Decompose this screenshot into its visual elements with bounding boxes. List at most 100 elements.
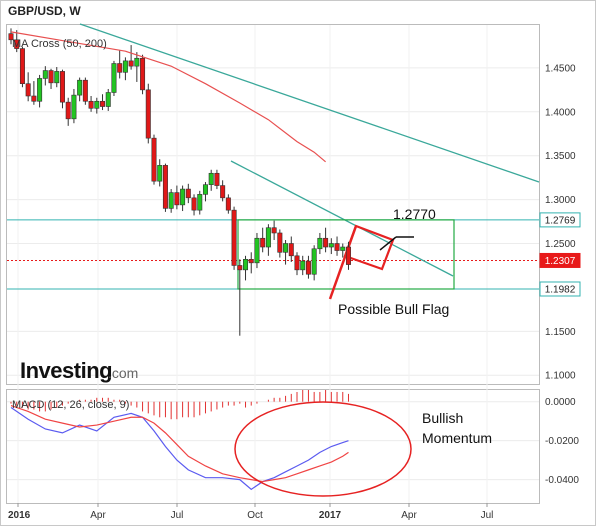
candle-body-down <box>345 246 351 265</box>
candle-body-down <box>237 265 243 271</box>
candle-body-up <box>37 78 43 102</box>
candle <box>197 190 203 215</box>
x-axis: 2016 Apr Jul Oct 2017 Apr Jul <box>8 503 493 521</box>
legend-ma-cross: MA Cross (50, 200) <box>12 38 107 50</box>
price-tag-upper: 1.2769 <box>539 212 581 228</box>
candle-body-up <box>300 260 306 271</box>
candle-body-up <box>105 92 111 107</box>
candle <box>277 229 283 258</box>
candle-body-down <box>48 70 54 84</box>
candle-body-up <box>283 243 289 253</box>
candle <box>65 97 71 126</box>
momentum-ellipse <box>234 401 412 497</box>
price-tag-label: 1.1982 <box>545 284 576 295</box>
trendline-short <box>230 160 454 277</box>
price-tag-current: 1.2307 <box>539 252 581 268</box>
price-tick-label: 1.3000 <box>545 195 576 206</box>
candle-body-up <box>54 71 60 84</box>
candle-body-up <box>168 192 174 209</box>
investing-logo: Investing .com <box>20 358 138 383</box>
candle <box>77 77 83 102</box>
candle-body-down <box>145 89 151 139</box>
candle <box>180 185 186 212</box>
price-tags: 1.2769 1.2307 1.1982 <box>539 212 581 297</box>
candle <box>94 97 100 114</box>
candle <box>140 54 146 95</box>
candle-body-down <box>162 165 168 209</box>
candle <box>300 255 306 276</box>
candle-body-down <box>277 232 283 253</box>
candle-body-down <box>59 71 65 103</box>
candle <box>265 224 271 256</box>
candle <box>237 259 243 336</box>
macd-y-axis: 0.0000 -0.0200 -0.0400 <box>545 397 579 486</box>
candle <box>37 74 43 108</box>
bullish-momentum-line1: Bullish <box>422 410 463 426</box>
macd-tick-label: -0.0400 <box>545 475 579 486</box>
candle <box>162 163 168 212</box>
candle <box>100 94 106 111</box>
candle-body-up <box>111 63 117 93</box>
price-tick-label: 1.4500 <box>545 63 576 74</box>
candle-body-down <box>14 39 20 49</box>
candle <box>340 243 346 258</box>
chart-title: GBP/USD, W <box>8 4 81 18</box>
candle <box>334 236 340 256</box>
candle-body-down <box>82 79 88 102</box>
candle-body-up <box>77 79 83 96</box>
moving-averages <box>10 31 326 163</box>
candle <box>202 182 208 202</box>
macd-title: MACD (12, 26, close, 9) <box>12 399 129 411</box>
candle <box>174 185 180 210</box>
candle <box>283 240 289 265</box>
candle <box>220 180 226 202</box>
candle-body-down <box>271 227 277 234</box>
annotation-shapes <box>79 23 540 300</box>
candle-body-up <box>71 94 77 120</box>
candle-body-up <box>157 165 163 182</box>
candle-body-up <box>197 194 203 211</box>
candle-body-down <box>288 243 294 257</box>
candle-body-up <box>265 227 271 248</box>
candle-body-up <box>243 259 249 271</box>
candle <box>345 241 351 270</box>
candle-body-down <box>140 57 146 91</box>
candlesticks <box>8 28 351 336</box>
candle <box>122 57 128 81</box>
candle-body-down <box>294 255 300 271</box>
bullish-momentum-label: Bullish Momentum <box>422 410 492 446</box>
candle-body-up <box>311 248 317 275</box>
candle-body-up <box>134 57 140 67</box>
candle <box>214 169 220 190</box>
candle-body-down <box>225 197 231 211</box>
candle <box>134 52 140 82</box>
candle <box>225 194 231 214</box>
candle <box>14 30 20 53</box>
candle-body-down <box>214 172 220 186</box>
candle-body-down <box>174 192 180 206</box>
candle <box>59 69 65 109</box>
candle-body-up <box>328 243 334 248</box>
x-tick-label: 2017 <box>319 510 342 521</box>
candle <box>271 220 277 240</box>
candle <box>157 159 163 187</box>
candle <box>42 66 48 86</box>
price-tick-label: 1.4000 <box>545 107 576 118</box>
price-tick-label: 1.2500 <box>545 239 576 250</box>
bull-flag-label: Possible Bull Flag <box>338 301 449 317</box>
candle-body-down <box>88 100 94 109</box>
candle <box>117 50 123 79</box>
candle <box>25 72 31 102</box>
price-tag-label: 1.2307 <box>545 256 576 267</box>
candle <box>8 28 14 45</box>
level-pointer-diagonal <box>379 236 397 251</box>
candle-body-up <box>208 172 214 185</box>
candle-body-down <box>220 185 226 199</box>
price-tick-label: 1.1000 <box>545 371 576 382</box>
macd-series-line <box>10 407 349 491</box>
candle <box>191 194 197 216</box>
candle-body-down <box>151 137 157 182</box>
price-tag-label: 1.2769 <box>545 215 576 226</box>
candle-body-up <box>340 246 346 251</box>
macd-tick-label: 0.0000 <box>545 397 576 408</box>
